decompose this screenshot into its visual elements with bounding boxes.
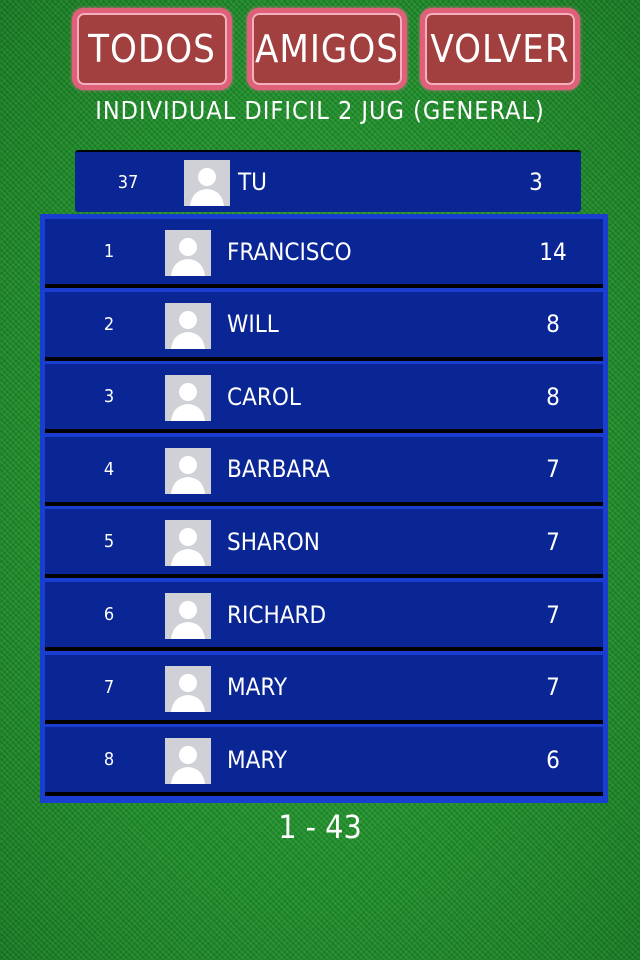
leaderboard-row[interactable]: 7 MARY 7 bbox=[45, 654, 603, 724]
rank: 37 bbox=[117, 171, 139, 193]
player-name: WILL bbox=[227, 310, 279, 339]
pagination: 1 - 43 bbox=[278, 808, 362, 846]
avatar-placeholder-icon bbox=[165, 665, 211, 712]
todos-button[interactable]: TODOS bbox=[72, 8, 232, 90]
player-name: MARY bbox=[227, 673, 288, 702]
score: 7 bbox=[546, 673, 560, 702]
player-name: TU bbox=[238, 168, 267, 196]
avatar-placeholder-icon bbox=[165, 593, 211, 639]
leaderboard-row[interactable]: 6 RICHARD 7 bbox=[45, 582, 603, 651]
leaderboard-title: INDIVIDUAL DIFICIL 2 JUG (GENERAL) bbox=[95, 96, 545, 125]
rank: 7 bbox=[103, 676, 115, 698]
leaderboard-row[interactable]: 4 BARBARA 7 bbox=[45, 436, 603, 506]
score: 8 bbox=[546, 382, 560, 411]
rank: 8 bbox=[103, 749, 115, 771]
rank: 4 bbox=[103, 458, 115, 480]
amigos-button[interactable]: AMIGOS bbox=[247, 8, 407, 90]
rank: 2 bbox=[103, 313, 115, 335]
rank: 1 bbox=[103, 241, 115, 262]
avatar-placeholder-icon bbox=[165, 447, 211, 494]
score: 8 bbox=[546, 310, 560, 339]
avatar-placeholder-icon bbox=[165, 520, 211, 567]
score: 7 bbox=[546, 455, 560, 484]
score: 7 bbox=[546, 600, 560, 629]
volver-button[interactable]: VOLVER bbox=[420, 8, 580, 90]
avatar-placeholder-icon bbox=[165, 738, 211, 785]
leaderboard-row[interactable]: 2 WILL 8 bbox=[45, 291, 603, 361]
score: 7 bbox=[546, 527, 560, 556]
my-score-row: 37 TU 3 bbox=[75, 150, 581, 212]
rank: 6 bbox=[103, 604, 115, 625]
leaderboard-row[interactable]: 3 CAROL 8 bbox=[45, 364, 603, 434]
player-name: SHARON bbox=[227, 527, 320, 556]
leaderboard-row[interactable]: 1 FRANCISCO 14 bbox=[45, 219, 603, 288]
player-name: CAROL bbox=[227, 382, 301, 411]
avatar-placeholder-icon bbox=[165, 375, 211, 422]
avatar-placeholder-icon bbox=[184, 160, 230, 206]
rank: 5 bbox=[103, 531, 115, 553]
score: 14 bbox=[539, 237, 567, 266]
leaderboard-row[interactable]: 5 SHARON 7 bbox=[45, 509, 603, 579]
player-name: BARBARA bbox=[227, 455, 330, 484]
score: 6 bbox=[546, 745, 560, 774]
avatar-placeholder-icon bbox=[165, 230, 211, 276]
score: 3 bbox=[529, 168, 543, 196]
player-name: FRANCISCO bbox=[227, 237, 352, 266]
leaderboard-row[interactable]: 8 MARY 6 bbox=[45, 727, 603, 797]
player-name: MARY bbox=[227, 745, 288, 774]
rank: 3 bbox=[103, 386, 115, 408]
avatar-placeholder-icon bbox=[165, 302, 211, 349]
player-name: RICHARD bbox=[227, 600, 327, 629]
